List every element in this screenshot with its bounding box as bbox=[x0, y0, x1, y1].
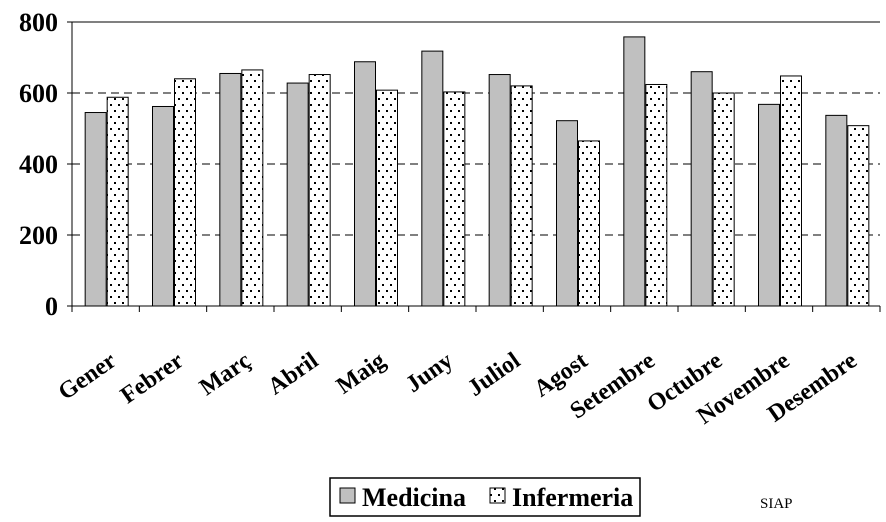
y-tick-label: 800 bbox=[19, 8, 58, 37]
legend-box bbox=[329, 477, 641, 517]
source-footnote: SIAP bbox=[760, 496, 793, 512]
bar-infermeria bbox=[645, 83, 668, 307]
bar-medicina bbox=[421, 50, 444, 307]
bar-infermeria bbox=[578, 140, 600, 307]
x-tick-label: Febrer bbox=[116, 347, 189, 409]
x-tick-label: Març bbox=[195, 347, 256, 401]
legend-swatch-infermeria bbox=[489, 487, 506, 504]
y-tick-label: 400 bbox=[19, 150, 58, 179]
bar-infermeria bbox=[780, 75, 802, 307]
bar-infermeria bbox=[376, 89, 398, 307]
x-tick-label: Abril bbox=[263, 347, 323, 400]
bar-infermeria bbox=[174, 78, 196, 307]
bar-medicina bbox=[690, 71, 713, 307]
bar-infermeria bbox=[106, 96, 129, 307]
bar-infermeria bbox=[241, 69, 264, 307]
bar-medicina bbox=[84, 112, 107, 307]
bar-medicina bbox=[219, 72, 242, 307]
legend-label-infermeria: Infermeria bbox=[512, 483, 633, 512]
x-tick-label: Juliol bbox=[463, 347, 525, 401]
bar-medicina bbox=[623, 36, 646, 307]
legend-label-medicina: Medicina bbox=[362, 483, 466, 512]
x-tick-label: Juny bbox=[401, 348, 457, 398]
y-tick-label: 0 bbox=[45, 292, 58, 321]
x-tick-label: Maig bbox=[332, 348, 391, 400]
bar-medicina bbox=[758, 103, 780, 307]
y-tick-label: 600 bbox=[19, 79, 58, 108]
bar-medicina bbox=[152, 105, 174, 307]
x-tick-label: Gener bbox=[54, 347, 122, 405]
bar-infermeria bbox=[510, 85, 533, 307]
bar-medicina bbox=[825, 114, 848, 307]
bar-medicina bbox=[488, 74, 511, 307]
bar-infermeria bbox=[712, 92, 735, 307]
bar-medicina bbox=[556, 120, 578, 307]
legend-swatch-medicina bbox=[339, 487, 356, 504]
bar-infermeria bbox=[847, 125, 870, 307]
bar-infermeria bbox=[308, 74, 331, 307]
y-tick-label: 200 bbox=[19, 221, 58, 250]
bar-medicina bbox=[354, 61, 376, 307]
bar-medicina bbox=[286, 82, 309, 307]
bar-infermeria bbox=[443, 91, 466, 307]
